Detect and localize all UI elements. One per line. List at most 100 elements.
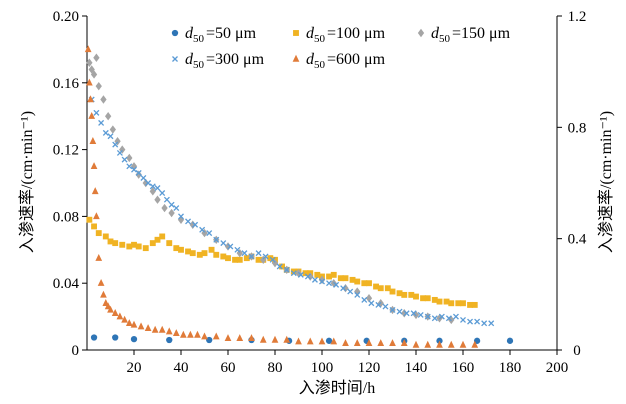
y-tick-label-left: 0.20 — [53, 9, 79, 25]
point-d50-100-m — [107, 238, 114, 245]
point-d50-600-m — [107, 305, 114, 313]
point-d50-600-m — [90, 162, 98, 170]
y-tick-label-left: 0.08 — [53, 209, 79, 225]
point-d50-600-m — [436, 340, 443, 348]
legend-subscript: 50 — [314, 59, 326, 71]
point-d50-150-m — [154, 195, 161, 204]
legend-marker — [292, 54, 300, 62]
point-d50-300-m — [417, 311, 424, 318]
point-d50-600-m — [259, 335, 267, 343]
point-d50-600-m — [165, 327, 173, 335]
point-d50-150-m — [95, 81, 102, 91]
point-d50-600-m — [353, 339, 361, 347]
point-d50-100-m — [366, 280, 372, 287]
x-tick-label: 180 — [499, 360, 522, 376]
point-d50-300-m — [173, 205, 180, 212]
point-d50-100-m — [431, 296, 438, 303]
point-d50-300-m-stroke — [178, 213, 184, 220]
point-d50-300-m-stroke — [333, 281, 340, 288]
point-d50-150-m — [224, 242, 232, 251]
legend-text: =600 μm — [327, 51, 386, 68]
x-tick-label: 120 — [358, 360, 381, 376]
y-tick-label-right: 1.2 — [568, 9, 587, 25]
point-d50-300-m-stroke — [126, 163, 133, 170]
point-d50-600-m — [88, 112, 96, 119]
point-d50-100-m — [131, 241, 137, 248]
point-d50-300-m-stroke — [199, 226, 206, 233]
point-d50-100-m — [460, 300, 466, 307]
point-d50-50-m — [90, 334, 98, 341]
point-d50-150-m — [401, 309, 408, 318]
point-d50-600-m — [116, 312, 124, 320]
point-d50-50-m — [130, 335, 138, 343]
point-d50-600-m — [459, 340, 467, 348]
point-d50-600-m — [97, 279, 105, 286]
point-d50-150-m — [271, 258, 279, 268]
point-d50-600-m — [201, 332, 208, 340]
point-d50-100-m — [149, 240, 156, 247]
point-d50-600-m — [342, 339, 349, 347]
point-d50-300-m — [107, 133, 114, 140]
point-d50-300-m — [410, 310, 417, 317]
legend-marker — [417, 28, 425, 38]
point-d50-100-m — [112, 240, 119, 247]
point-d50-50-m — [166, 336, 173, 344]
legend-entry: d50 =100 μm — [293, 25, 386, 45]
point-d50-300-m-stroke — [481, 320, 488, 327]
point-d50-300-m-stroke — [255, 250, 262, 257]
point-d50-300-m-stroke — [467, 318, 474, 325]
x-tick-label: 160 — [452, 360, 475, 376]
point-d50-300-m-stroke — [375, 301, 382, 308]
point-d50-300-m — [112, 141, 119, 148]
point-d50-100-m — [448, 300, 455, 307]
point-d50-100-m — [243, 255, 250, 262]
point-d50-150-m — [260, 255, 267, 265]
point-d50-100-m — [349, 276, 356, 283]
point-d50-300-m-stroke — [168, 201, 175, 208]
point-d50-100-m — [213, 251, 220, 258]
point-d50-300-m-stroke — [410, 310, 417, 317]
point-d50-300-m-stroke — [389, 306, 396, 313]
point-d50-600-m — [125, 319, 133, 327]
point-d50-150-m — [114, 137, 121, 146]
point-d50-100-m — [102, 233, 109, 240]
point-d50-50-m — [325, 337, 333, 344]
data-marks — [84, 45, 514, 348]
point-d50-150-m — [342, 284, 349, 293]
point-d50-300-m-stroke — [290, 270, 297, 277]
legend-text: =50 μm — [206, 25, 257, 42]
legend-text: =300 μm — [206, 51, 265, 68]
point-d50-300-m-stroke — [460, 316, 466, 323]
point-d50-300-m-stroke — [417, 311, 424, 318]
point-d50-300-m — [199, 226, 206, 233]
point-d50-600-m — [158, 325, 166, 333]
point-d50-300-m — [375, 301, 382, 308]
point-d50-600-m — [111, 309, 119, 316]
point-d50-150-m — [100, 95, 107, 104]
point-d50-300-m — [131, 166, 137, 173]
point-d50-100-m — [302, 270, 309, 277]
point-d50-300-m-stroke — [311, 276, 318, 283]
point-d50-300-m — [311, 276, 318, 283]
point-d50-300-m — [178, 213, 184, 220]
point-d50-600-m — [447, 340, 455, 348]
point-d50-600-m — [121, 315, 128, 323]
point-d50-100-m — [154, 236, 161, 243]
point-d50-300-m-stroke — [347, 288, 354, 295]
point-d50-300-m — [255, 250, 262, 257]
point-d50-300-m-stroke — [102, 129, 109, 136]
point-d50-300-m — [347, 288, 354, 295]
point-d50-150-m — [354, 287, 361, 296]
point-d50-150-m — [126, 153, 133, 163]
point-d50-300-m — [333, 281, 340, 288]
point-d50-300-m — [241, 250, 248, 257]
point-d50-300-m-stroke — [149, 183, 156, 190]
point-d50-300-m-stroke — [234, 246, 241, 253]
point-d50-150-m — [149, 187, 156, 196]
point-d50-150-m — [318, 275, 326, 285]
point-d50-100-m — [424, 295, 431, 302]
point-d50-600-m — [144, 324, 152, 332]
point-d50-150-m — [365, 294, 373, 303]
legend-var: d — [306, 25, 315, 42]
